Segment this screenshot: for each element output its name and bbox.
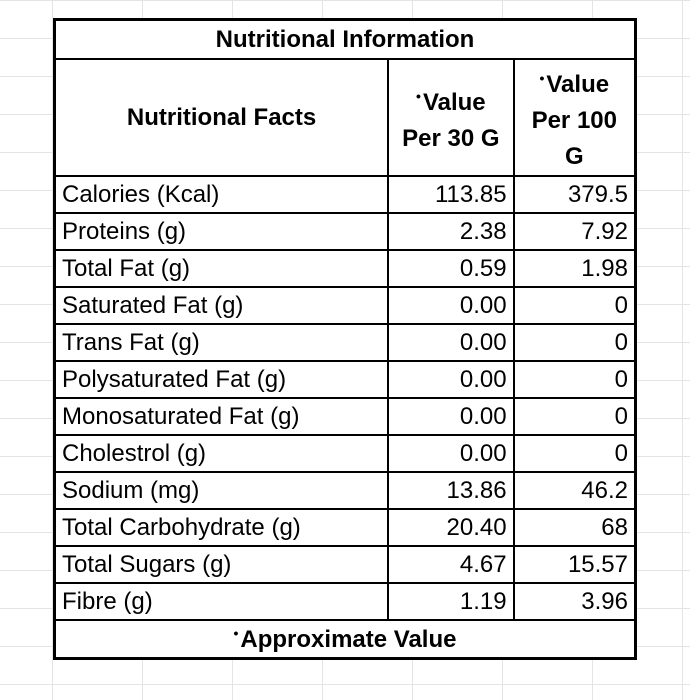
nutrient-name: Polysaturated Fat (g) xyxy=(53,360,390,399)
value-per-100g: 0 xyxy=(512,323,637,362)
table-row: Saturated Fat (g) 0.00 0 xyxy=(53,286,637,325)
table-row: Calories (Kcal) 113.85 379.5 xyxy=(53,175,637,214)
value-per-30g: 0.00 xyxy=(387,360,515,399)
value-per-30g: 1.19 xyxy=(387,582,515,621)
nutrient-name: Sodium (mg) xyxy=(53,471,390,510)
value-per-30g: 2.38 xyxy=(387,212,515,251)
footnote: •Approximate Value xyxy=(53,619,637,660)
nutrient-name: Total Fat (g) xyxy=(53,249,390,288)
value-per-30g: 113.85 xyxy=(387,175,515,214)
nutrient-name: Fibre (g) xyxy=(53,582,390,621)
header-value-per-30g: •Value Per 30 G xyxy=(387,58,515,177)
nutrient-name: Proteins (g) xyxy=(53,212,390,251)
value-per-100g: 0 xyxy=(512,397,637,436)
value-per-30g: 13.86 xyxy=(387,471,515,510)
value-per-30g: 0.00 xyxy=(387,397,515,436)
table-row: Total Carbohydrate (g) 20.40 68 xyxy=(53,508,637,547)
table-row: Trans Fat (g) 0.00 0 xyxy=(53,323,637,362)
header-row: Nutritional Facts •Value Per 30 G •Value… xyxy=(53,58,637,177)
nutrient-name: Trans Fat (g) xyxy=(53,323,390,362)
value-per-100g: 379.5 xyxy=(512,175,637,214)
nutrient-name: Monosaturated Fat (g) xyxy=(53,397,390,436)
value-per-30g: 0.00 xyxy=(387,434,515,473)
value-per-100g: 0 xyxy=(512,286,637,325)
table-title: Nutritional Information xyxy=(53,18,637,60)
table-row: Total Sugars (g) 4.67 15.57 xyxy=(53,545,637,584)
nutrient-name: Calories (Kcal) xyxy=(53,175,390,214)
value-per-100g: 0 xyxy=(512,434,637,473)
header-value-per-100g: •Value Per 100 G xyxy=(512,58,637,177)
header-nutritional-facts: Nutritional Facts xyxy=(53,58,390,177)
table-row: Total Fat (g) 0.59 1.98 xyxy=(53,249,637,288)
approx-marker: • xyxy=(233,624,239,641)
table-body: Calories (Kcal) 113.85 379.5 Proteins (g) 2.… xyxy=(53,175,637,621)
approx-marker: • xyxy=(416,88,421,104)
footnote-row: •Approximate Value xyxy=(53,619,637,660)
value-per-100g: 1.98 xyxy=(512,249,637,288)
value-per-100g: 3.96 xyxy=(512,582,637,621)
value-per-30g: 4.67 xyxy=(387,545,515,584)
title-row: Nutritional Information xyxy=(53,18,637,60)
value-per-30g: 0.59 xyxy=(387,249,515,288)
nutrient-name: Saturated Fat (g) xyxy=(53,286,390,325)
table-row: Fibre (g) 1.19 3.96 xyxy=(53,582,637,621)
value-per-100g: 0 xyxy=(512,360,637,399)
table-row: Cholestrol (g) 0.00 0 xyxy=(53,434,637,473)
table-row: Polysaturated Fat (g) 0.00 0 xyxy=(53,360,637,399)
nutrient-name: Cholestrol (g) xyxy=(53,434,390,473)
value-per-30g: 0.00 xyxy=(387,286,515,325)
approx-marker: • xyxy=(539,70,545,86)
value-per-100g: 15.57 xyxy=(512,545,637,584)
table-row: Sodium (mg) 13.86 46.2 xyxy=(53,471,637,510)
value-per-100g: 7.92 xyxy=(512,212,637,251)
nutrient-name: Total Sugars (g) xyxy=(53,545,390,584)
value-per-100g: 46.2 xyxy=(512,471,637,510)
nutrition-table: Nutritional Information Nutritional Fact… xyxy=(53,18,637,660)
table-row: Monosaturated Fat (g) 0.00 0 xyxy=(53,397,637,436)
table-row: Proteins (g) 2.38 7.92 xyxy=(53,212,637,251)
value-per-30g: 0.00 xyxy=(387,323,515,362)
nutrient-name: Total Carbohydrate (g) xyxy=(53,508,390,547)
value-per-100g: 68 xyxy=(512,508,637,547)
value-per-30g: 20.40 xyxy=(387,508,515,547)
